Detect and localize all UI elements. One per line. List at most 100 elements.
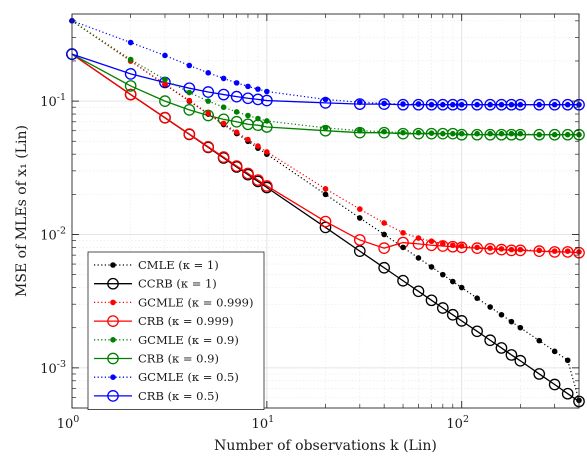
series-line [71, 20, 579, 136]
data-point-circle [378, 126, 391, 139]
data-point-dot [255, 86, 261, 92]
legend-item: CRB (κ = 0.5) [94, 389, 219, 403]
data-point-dot [322, 96, 329, 103]
data-point-dot [517, 324, 524, 331]
data-point-circle [471, 128, 483, 141]
data-point-dot [498, 311, 505, 318]
data-point-circle [484, 243, 497, 255]
legend-marker [110, 337, 116, 343]
data-point-circle [230, 90, 243, 103]
data-point-dot [205, 98, 211, 104]
data-point-dot [474, 295, 480, 301]
data-point-circle [412, 98, 425, 111]
series-layer [66, 18, 585, 408]
data-point-dot [127, 56, 134, 63]
data-point-dot [564, 131, 571, 138]
data-point-dot [415, 129, 422, 136]
data-point-dot [245, 83, 251, 90]
data-point-dot [508, 130, 515, 137]
data-point-dot [400, 229, 406, 236]
data-point-dot [498, 101, 505, 108]
data-point-circle [505, 244, 518, 257]
data-point-dot [449, 101, 456, 108]
legend-label: GCMLE (κ = 0.5) [138, 370, 239, 384]
data-point-dot [508, 246, 515, 253]
data-point-dot [127, 39, 134, 46]
data-point-dot [428, 130, 435, 136]
series-line [71, 53, 579, 106]
data-point-circle [202, 141, 215, 153]
legend-label: CRB (κ = 0.999) [138, 314, 234, 328]
legend-item: GCMLE (κ = 0.9) [94, 333, 239, 347]
data-point-dot [428, 264, 435, 270]
data-point-dot [264, 149, 270, 155]
legend-marker [107, 277, 119, 290]
data-point-dot [449, 242, 456, 249]
data-point-dot [186, 62, 193, 69]
y-tick-label: 10-2 [40, 225, 66, 243]
data-point-dot [458, 284, 465, 291]
data-point-dot [517, 101, 524, 108]
data-point-dot [536, 337, 543, 344]
data-point-dot [162, 52, 168, 59]
data-point-dot [487, 304, 493, 310]
data-point-dot [220, 104, 227, 111]
data-point-circle [397, 127, 409, 140]
x-tick-label: 100 [57, 414, 80, 432]
data-point-dot [551, 101, 558, 108]
data-point-dot [264, 88, 270, 95]
data-point-circle [217, 151, 230, 164]
y-axis-label: MSE of MLEs of x₁ (Lin) [14, 125, 30, 297]
data-point-dot [186, 97, 193, 104]
data-point-dot [205, 70, 211, 76]
data-point-dot [381, 100, 387, 107]
data-point-dot [536, 247, 543, 254]
x-tick-label: 101 [252, 414, 275, 432]
data-point-dot [440, 101, 446, 108]
legend-marker [110, 374, 116, 381]
data-point-dot [415, 101, 422, 107]
data-point-dot [474, 101, 480, 108]
data-point-circle [514, 244, 527, 257]
data-point-dot [245, 112, 251, 119]
data-point-dot [487, 245, 493, 251]
data-point-dot [233, 129, 240, 135]
legend-label: GCMLE (κ = 0.9) [138, 333, 239, 347]
data-point-circle [471, 325, 483, 338]
data-point-circle [548, 378, 561, 391]
legend-label: CRB (κ = 0.5) [138, 389, 219, 403]
data-point-circle [533, 128, 546, 141]
series-line [71, 53, 579, 136]
data-point-dot [458, 243, 465, 249]
data-point-dot [186, 89, 193, 96]
series-0 [69, 18, 582, 404]
data-point-dot [245, 136, 251, 143]
data-point-circle [412, 127, 425, 140]
data-point-dot [517, 130, 524, 137]
legend-label: CMLE (κ = 1) [138, 258, 219, 272]
legend-marker [107, 390, 119, 402]
legend-label: CRB (κ = 0.9) [138, 352, 219, 366]
data-point-dot [400, 101, 406, 107]
data-point-dot [498, 246, 505, 252]
series-line [71, 20, 580, 401]
data-point-circle [378, 242, 391, 254]
data-point-dot [220, 75, 227, 82]
data-point-circle [446, 308, 459, 321]
data-point-circle [455, 241, 468, 254]
data-point-circle [353, 98, 366, 110]
data-point-circle [514, 354, 527, 367]
series-4 [69, 18, 582, 138]
data-point-circle [183, 128, 196, 140]
legend-item: GCMLE (κ = 0.999) [94, 295, 253, 309]
data-point-circle [397, 274, 409, 287]
data-point-circle [561, 98, 574, 111]
data-point-circle [412, 285, 425, 298]
data-point-dot [498, 130, 505, 137]
series-5 [66, 48, 585, 141]
data-point-circle [561, 128, 574, 141]
data-point-circle [455, 315, 468, 327]
data-point-dot [357, 99, 363, 106]
data-point-dot [564, 101, 571, 108]
series-line [71, 53, 580, 254]
